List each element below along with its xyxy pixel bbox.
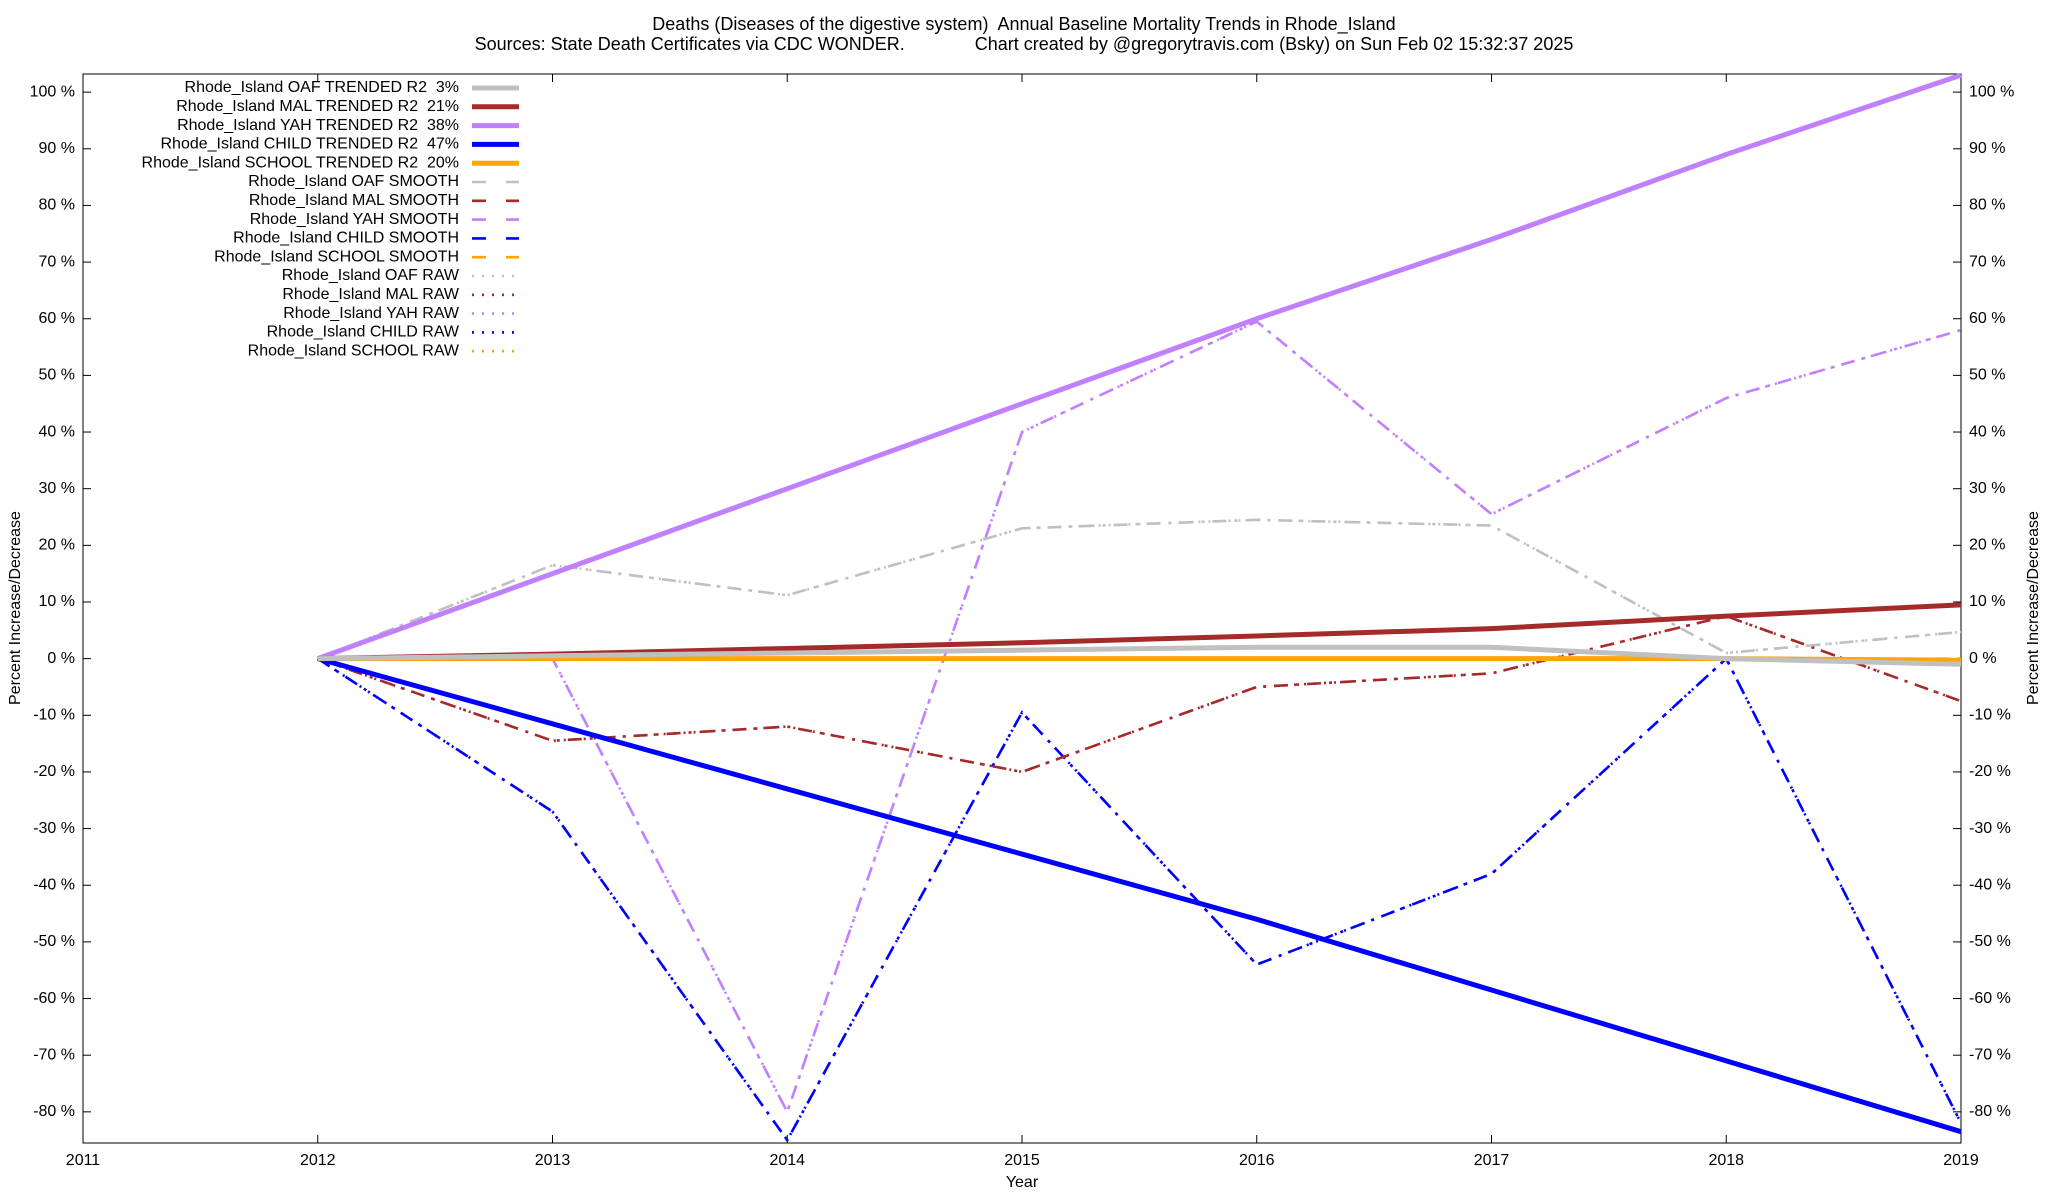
y2-tick-label: 100 % — [1969, 83, 2014, 100]
series-line — [317, 656, 1963, 1143]
y-tick-label: -60 % — [33, 990, 75, 1007]
x-tick-label: 2017 — [1474, 1152, 1510, 1169]
x-tick-label: 2014 — [769, 1152, 805, 1169]
series-line — [317, 614, 1962, 774]
legend-label: Rhode_Island SCHOOL SMOOTH — [214, 248, 459, 265]
y-tick-label: 80 % — [39, 197, 75, 214]
series-line — [317, 320, 1962, 1116]
chart-title: Deaths (Diseases of the digestive system… — [652, 14, 1395, 35]
y-tick-label: -70 % — [33, 1046, 75, 1063]
y-tick-label: 10 % — [39, 593, 75, 610]
x-tick-label: 2011 — [66, 1152, 101, 1169]
series-line — [317, 656, 1962, 1135]
y-tick-label: -20 % — [33, 763, 75, 780]
y2-tick-label: -40 % — [1969, 876, 2011, 893]
x-tick-label: 2018 — [1708, 1152, 1744, 1169]
legend-label: Rhode_Island MAL SMOOTH — [249, 192, 459, 209]
y-tick-label: -40 % — [33, 876, 75, 893]
y2-tick-label: -30 % — [1969, 820, 2011, 837]
legend-label: Rhode_Island OAF TRENDED R2 3% — [185, 79, 459, 96]
y-tick-label: 20 % — [39, 537, 75, 554]
y-tick-label: 50 % — [39, 367, 75, 384]
y-tick-label: 90 % — [39, 140, 75, 157]
y2-tick-label: -10 % — [1969, 707, 2011, 724]
x-tick-label: 2015 — [1004, 1152, 1040, 1169]
y-tick-label: 0 % — [47, 650, 75, 667]
x-tick-label: 2012 — [300, 1152, 336, 1169]
y2-tick-label: -80 % — [1969, 1103, 2011, 1120]
y2-axis-label: Percent Increase/Decrease — [2025, 511, 2042, 705]
legend-label: Rhode_Island MAL RAW — [282, 286, 460, 303]
y2-tick-label: 30 % — [1969, 480, 2005, 497]
legend-label: Rhode_Island SCHOOL TRENDED R2 20% — [142, 154, 459, 171]
legend-label: Rhode_Island OAF SMOOTH — [248, 173, 459, 190]
y-tick-label: 100 % — [30, 83, 75, 100]
y2-tick-label: 80 % — [1969, 197, 2005, 214]
legend-label: Rhode_Island CHILD RAW — [267, 324, 460, 341]
legend-label: Rhode_Island YAH RAW — [283, 305, 460, 322]
x-tick-label: 2016 — [1239, 1152, 1275, 1169]
x-axis-label: Year — [1006, 1174, 1039, 1191]
y2-tick-label: 90 % — [1969, 140, 2005, 157]
y2-tick-label: 70 % — [1969, 253, 2005, 270]
legend-label: Rhode_Island CHILD TRENDED R2 47% — [161, 136, 460, 153]
x-tick-label: 2019 — [1943, 1152, 1979, 1169]
y2-tick-label: -20 % — [1969, 763, 2011, 780]
y2-tick-label: 10 % — [1969, 593, 2005, 610]
y-tick-label: 40 % — [39, 423, 75, 440]
y2-tick-label: 60 % — [1969, 310, 2005, 327]
legend-label: Rhode_Island YAH SMOOTH — [250, 211, 459, 228]
y-axis-label: Percent Increase/Decrease — [7, 511, 24, 705]
legend-label: Rhode_Island YAH TRENDED R2 38% — [177, 117, 459, 134]
y-tick-label: -30 % — [33, 820, 75, 837]
series-line — [316, 72, 1962, 661]
y2-tick-label: -70 % — [1969, 1046, 2011, 1063]
series-line — [317, 518, 1962, 660]
legend-label: Rhode_Island CHILD SMOOTH — [233, 230, 459, 247]
chart-subtitle: Sources: State Death Certificates via CD… — [475, 34, 1574, 54]
y2-tick-label: 0 % — [1969, 650, 1997, 667]
y-tick-label: -10 % — [33, 707, 75, 724]
y2-tick-label: 20 % — [1969, 537, 2005, 554]
x-tick-label: 2013 — [535, 1152, 571, 1169]
y2-tick-label: 50 % — [1969, 367, 2005, 384]
series-line — [317, 518, 1962, 660]
series-line — [317, 656, 1963, 1143]
legend-label: Rhode_Island SCHOOL RAW — [248, 342, 460, 359]
y-tick-label: -80 % — [33, 1103, 75, 1120]
y2-tick-label: -60 % — [1969, 990, 2011, 1007]
legend-label: Rhode_Island OAF RAW — [282, 267, 460, 284]
legend-label: Rhode_Island MAL TRENDED R2 21% — [176, 98, 459, 115]
y-tick-label: -50 % — [33, 933, 75, 950]
y-tick-label: 60 % — [39, 310, 75, 327]
series-line — [317, 320, 1962, 1116]
y2-tick-label: -50 % — [1969, 933, 2011, 950]
y2-tick-label: 40 % — [1969, 423, 2005, 440]
y-tick-label: 30 % — [39, 480, 75, 497]
series-line — [317, 644, 1962, 667]
y-tick-label: 70 % — [39, 253, 75, 270]
